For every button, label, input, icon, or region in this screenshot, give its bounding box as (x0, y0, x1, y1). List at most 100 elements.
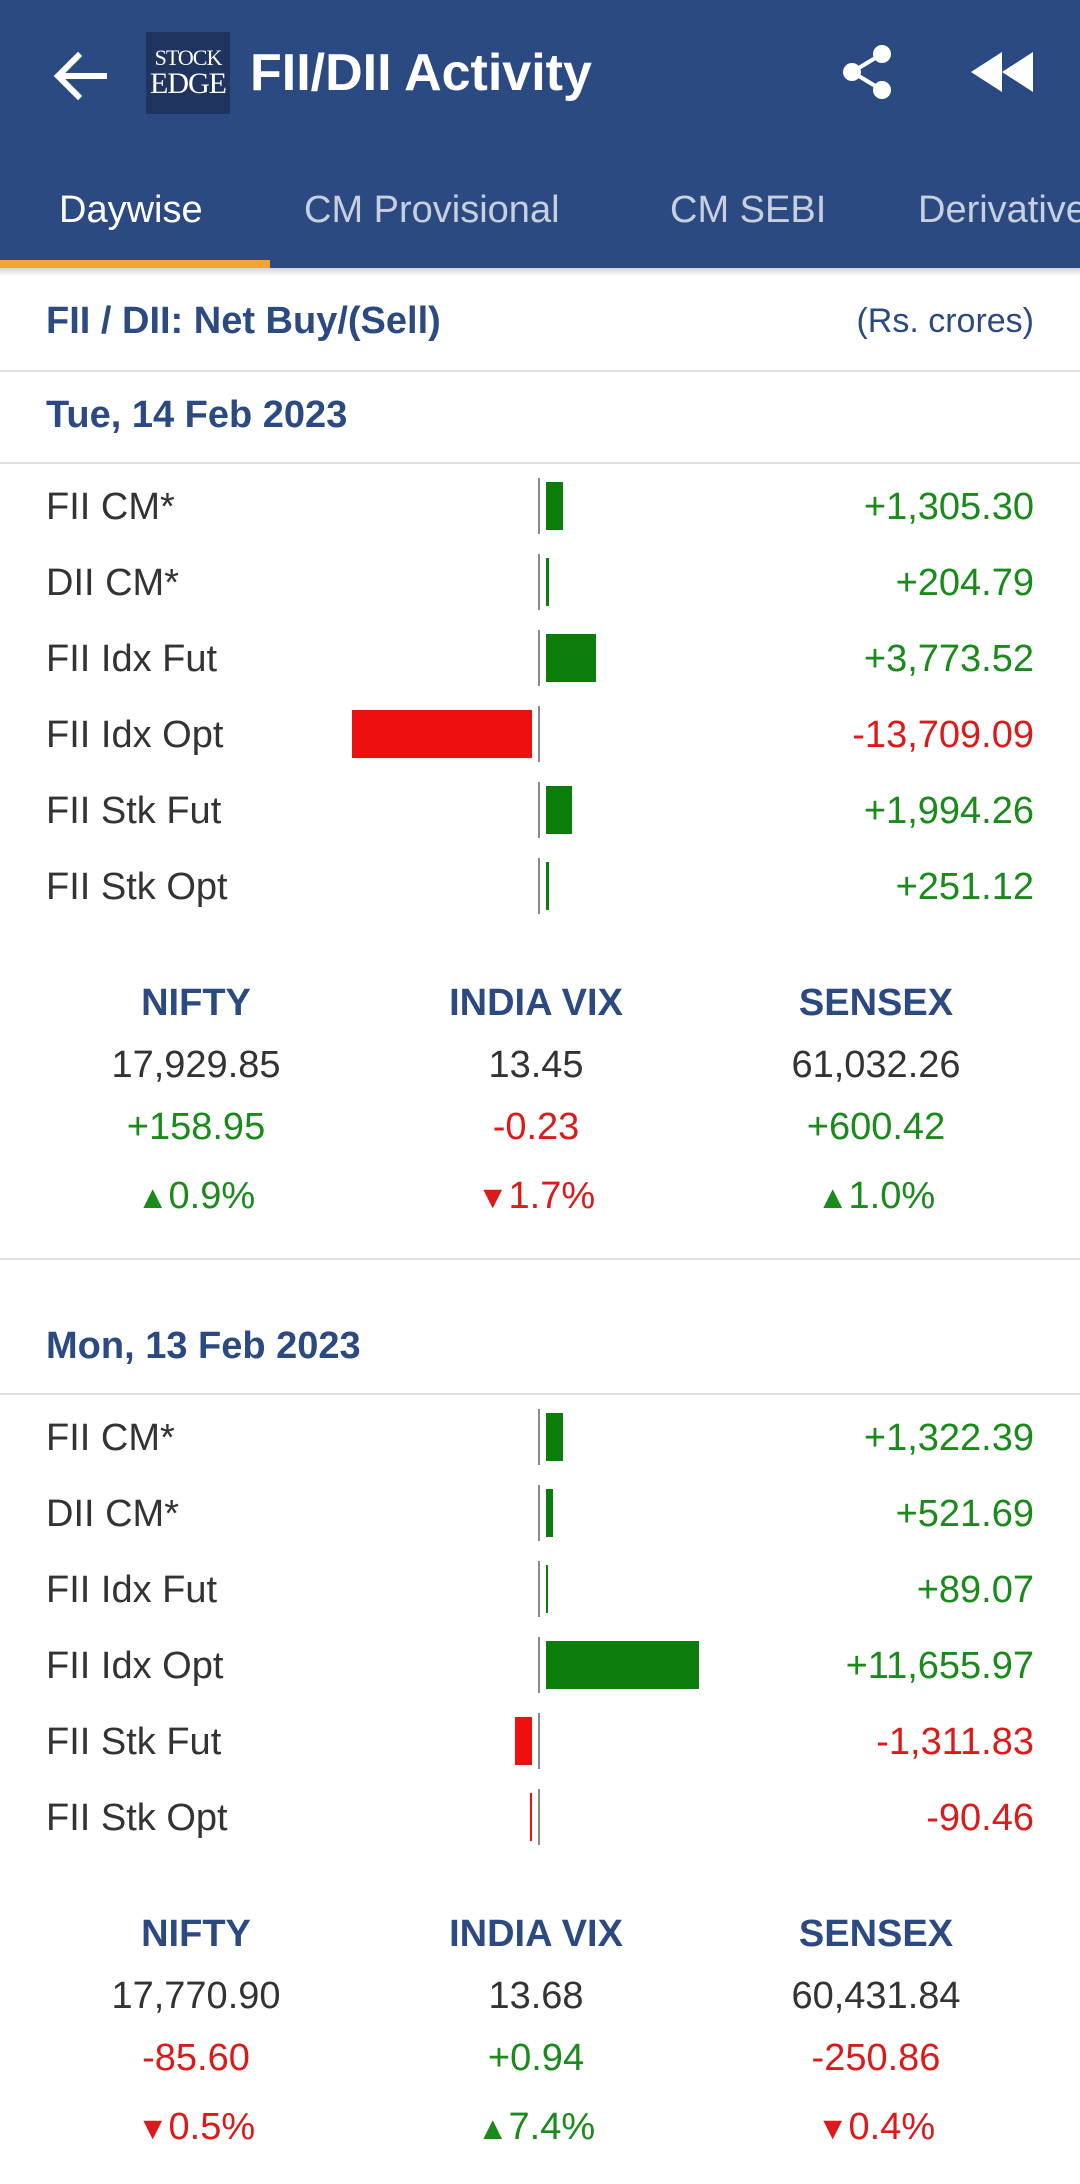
flow-value: +1,994.26 (863, 790, 1034, 832)
flow-label: FII CM* (46, 486, 175, 528)
index-value: 17,929.85 (111, 1044, 281, 1086)
index-name: INDIA VIX (449, 1913, 623, 1955)
index-card[interactable]: SENSEX 60,431.84 -250.86 ▼0.4% (706, 1903, 1046, 2165)
flow-value: -1,311.83 (876, 1721, 1034, 1763)
index-change: -250.86 (811, 2037, 941, 2079)
flow-value: +1,305.30 (863, 486, 1034, 528)
share-button[interactable] (830, 34, 906, 110)
flow-row[interactable]: FII Stk Fut +1,994.26 (0, 776, 1080, 852)
index-name: SENSEX (798, 1913, 954, 1955)
index-percent: ▲0.9% (26, 1158, 366, 1234)
date-label: Mon, 13 Feb 2023 (46, 1325, 361, 1367)
flow-row[interactable]: DII CM* +521.69 (0, 1479, 1080, 1555)
flow-value: +521.69 (895, 1493, 1034, 1535)
bar-axis (538, 630, 540, 686)
flow-label: FII Idx Fut (46, 638, 218, 680)
page-title: FII/DII Activity (250, 44, 592, 102)
back-button[interactable] (40, 36, 120, 116)
index-percent: ▲7.4% (366, 2089, 706, 2165)
net-sell-bar (530, 1793, 532, 1841)
flow-value: +204.79 (895, 562, 1034, 604)
percent-value: 0.5% (168, 2106, 256, 2148)
index-card[interactable]: SENSEX 61,032.26 +600.42 ▲1.0% (706, 972, 1046, 1234)
flow-row[interactable]: FII Idx Opt +11,655.97 (0, 1631, 1080, 1707)
flow-row[interactable]: FII CM* +1,322.39 (0, 1403, 1080, 1479)
index-change: -0.23 (492, 1106, 580, 1148)
rewind-button[interactable] (962, 34, 1042, 110)
date-header: Mon, 13 Feb 2023 (0, 1305, 1080, 1395)
back-arrow-icon (53, 52, 107, 100)
index-change: +158.95 (126, 1106, 266, 1148)
index-percent: ▼0.4% (706, 2089, 1046, 2165)
bar-axis (538, 554, 540, 610)
up-triangle-icon: ▲ (136, 1179, 169, 1215)
index-card[interactable]: INDIA VIX 13.45 -0.23 ▼1.7% (366, 972, 706, 1234)
flow-row[interactable]: FII Idx Fut +3,773.52 (0, 624, 1080, 700)
rewind-icon (971, 52, 1033, 92)
net-buy-bar (546, 1413, 564, 1461)
index-name: NIFTY (141, 982, 251, 1024)
index-value: 61,032.26 (791, 1044, 961, 1086)
unit-label: (Rs. crores) (856, 302, 1034, 340)
bar-axis (538, 1561, 540, 1617)
index-card[interactable]: INDIA VIX 13.68 +0.94 ▲7.4% (366, 1903, 706, 2165)
tab-bar: Daywise CM Provisional CM SEBI Derivativ… (0, 168, 1080, 268)
index-value: 13.45 (488, 1044, 584, 1086)
index-card[interactable]: NIFTY 17,770.90 -85.60 ▼0.5% (26, 1903, 366, 2165)
flow-value: -13,709.09 (852, 714, 1034, 756)
flow-value: +3,773.52 (863, 638, 1034, 680)
percent-value: 0.9% (168, 1175, 256, 1217)
flow-row[interactable]: FII Stk Opt +251.12 (0, 852, 1080, 928)
tab-derivatives[interactable]: Derivatives (918, 189, 1080, 231)
flow-row[interactable]: DII CM* +204.79 (0, 548, 1080, 624)
bar-axis (538, 1637, 540, 1693)
tab-cm-sebi[interactable]: CM SEBI (670, 189, 827, 231)
net-sell-bar (352, 710, 532, 758)
section-title: FII / DII: Net Buy/(Sell) (46, 300, 441, 342)
flow-label: FII CM* (46, 1417, 175, 1459)
date-label: Tue, 14 Feb 2023 (46, 394, 348, 436)
flow-value: +1,322.39 (863, 1417, 1034, 1459)
index-change: -85.60 (142, 2037, 250, 2079)
flow-label: DII CM* (46, 1493, 179, 1535)
flow-value: -90.46 (926, 1797, 1034, 1839)
percent-value: 0.4% (848, 2106, 936, 2148)
flow-row[interactable]: FII Idx Opt -13,709.09 (0, 700, 1080, 776)
bar-axis (538, 478, 540, 534)
tab-cm-provisional[interactable]: CM Provisional (304, 189, 560, 231)
percent-value: 1.0% (848, 1175, 936, 1217)
section-header: FII / DII: Net Buy/(Sell) (Rs. crores) (0, 276, 1080, 372)
stockedge-logo: STOCK EDGE (146, 32, 230, 114)
tab-daywise[interactable]: Daywise (59, 189, 203, 231)
index-percent: ▼0.5% (26, 2089, 366, 2165)
flow-value: +11,655.97 (845, 1645, 1034, 1687)
bar-axis (538, 858, 540, 914)
bar-axis (538, 1485, 540, 1541)
flow-row[interactable]: FII Stk Fut -1,311.83 (0, 1707, 1080, 1783)
index-card[interactable]: NIFTY 17,929.85 +158.95 ▲0.9% (26, 972, 366, 1234)
net-buy-bar (546, 1489, 553, 1537)
bar-axis (538, 782, 540, 838)
net-buy-bar (546, 786, 573, 834)
share-icon (843, 45, 891, 99)
flow-row[interactable]: FII Stk Opt -90.46 (0, 1783, 1080, 1859)
index-value: 13.68 (488, 1975, 584, 2017)
percent-value: 1.7% (508, 1175, 596, 1217)
flow-label: FII Stk Opt (46, 1797, 228, 1839)
index-change: +0.94 (487, 2037, 585, 2079)
net-buy-bar (546, 558, 549, 606)
app-bar: STOCK EDGE FII/DII Activity Daywise CM P… (0, 0, 1080, 268)
down-triangle-icon: ▼ (476, 1179, 509, 1215)
flow-row[interactable]: FII CM* +1,305.30 (0, 472, 1080, 548)
date-header: Tue, 14 Feb 2023 (0, 374, 1080, 464)
flow-label: FII Idx Opt (46, 714, 224, 756)
flow-label: FII Stk Fut (46, 790, 222, 832)
bar-axis (538, 1713, 540, 1769)
bar-axis (538, 1409, 540, 1465)
down-triangle-icon: ▼ (136, 2110, 169, 2146)
net-sell-bar (514, 1717, 532, 1765)
up-triangle-icon: ▲ (816, 1179, 849, 1215)
down-triangle-icon: ▼ (816, 2110, 849, 2146)
net-buy-bar (546, 634, 596, 682)
flow-row[interactable]: FII Idx Fut +89.07 (0, 1555, 1080, 1631)
